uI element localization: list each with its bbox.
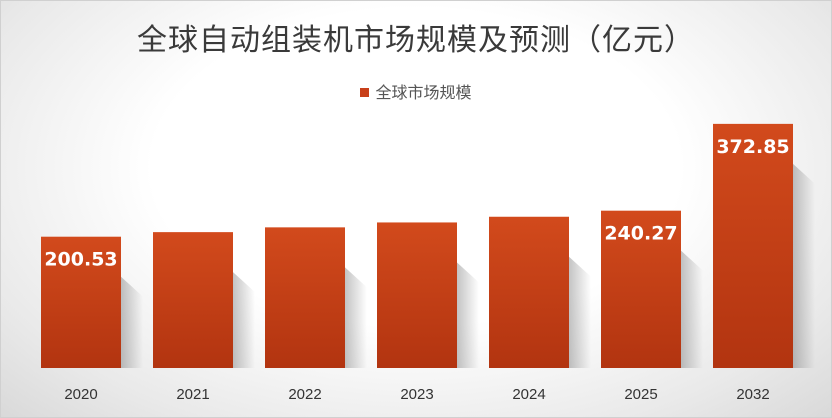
bar-shadow bbox=[793, 163, 815, 368]
legend-label: 全球市场规模 bbox=[375, 83, 472, 102]
data-label-2032: 372.85 bbox=[716, 136, 789, 158]
data-label-2020: 200.53 bbox=[44, 249, 117, 271]
x-tick-2024: 2024 bbox=[512, 386, 545, 403]
data-labels: 200.53 240.27 372.85 bbox=[44, 136, 789, 271]
bar-2022 bbox=[265, 227, 345, 368]
bar-shadow bbox=[457, 262, 479, 368]
x-tick-2032: 2032 bbox=[736, 386, 769, 403]
data-label-2025: 240.27 bbox=[604, 223, 677, 245]
bar-shadow bbox=[681, 250, 703, 368]
bar-shadow bbox=[233, 272, 255, 368]
x-axis-ticks: 2020 2021 2022 2023 2024 2025 2032 bbox=[64, 386, 769, 403]
bar-shadows bbox=[121, 163, 815, 368]
x-tick-2025: 2025 bbox=[624, 386, 657, 403]
bar-shadow bbox=[121, 276, 143, 368]
bar-2023 bbox=[377, 222, 457, 368]
x-tick-2021: 2021 bbox=[176, 386, 209, 403]
x-tick-2022: 2022 bbox=[288, 386, 321, 403]
chart-legend: 全球市场规模 bbox=[1, 79, 831, 103]
bar-2032 bbox=[713, 123, 793, 368]
bar-shadow bbox=[345, 267, 367, 368]
chart-title: 全球自动组装机市场规模及预测（亿元） bbox=[137, 23, 695, 58]
bar-2024 bbox=[489, 216, 569, 368]
x-tick-2020: 2020 bbox=[64, 386, 97, 403]
bars bbox=[41, 123, 793, 368]
bar-2021 bbox=[153, 232, 233, 368]
bar-shadow bbox=[569, 256, 591, 368]
legend-swatch bbox=[360, 88, 370, 97]
bar-2020 bbox=[41, 236, 121, 368]
x-tick-2023: 2023 bbox=[400, 386, 433, 403]
bar-2025 bbox=[601, 210, 681, 368]
